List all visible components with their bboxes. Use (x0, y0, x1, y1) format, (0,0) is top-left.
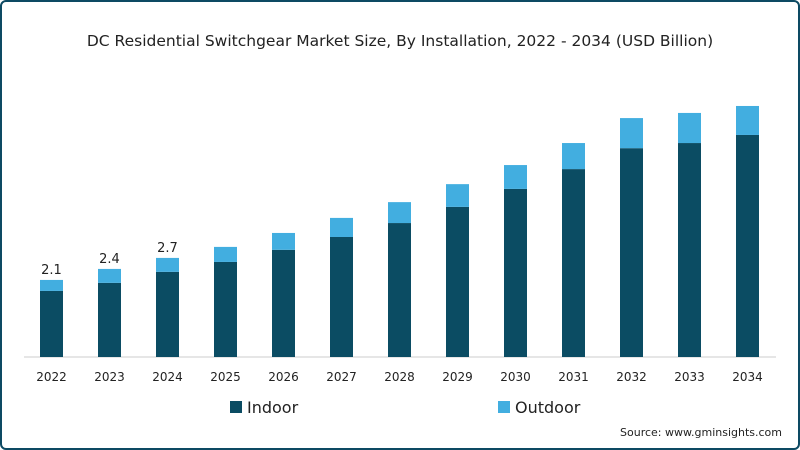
bar-indoor-2024 (156, 271, 179, 357)
legend-swatch-outdoor (498, 401, 510, 413)
bar-indoor-2033 (678, 143, 701, 357)
x-tick-2029: 2029 (442, 370, 473, 384)
legend-label-outdoor: Outdoor (515, 398, 581, 417)
x-tick-2024: 2024 (152, 370, 183, 384)
bar-outdoor-2030 (504, 165, 527, 189)
data-label-2024: 2.7 (157, 241, 178, 256)
bar-outdoor-2025 (214, 246, 237, 262)
chart-title: DC Residential Switchgear Market Size, B… (86, 32, 714, 50)
bar-indoor-2029 (446, 206, 469, 357)
bar-outdoor-2022 (40, 279, 63, 291)
bar-indoor-2026 (272, 249, 295, 357)
source-note: Source: www.gminsights.com (620, 426, 782, 439)
x-tick-2032: 2032 (616, 370, 647, 384)
bar-indoor-2031 (562, 169, 585, 357)
x-tick-2034: 2034 (732, 370, 763, 384)
legend-label-indoor: Indoor (247, 398, 299, 417)
x-tick-2022: 2022 (36, 370, 67, 384)
bar-outdoor-2029 (446, 184, 469, 207)
bar-outdoor-2026 (272, 232, 295, 250)
legend-swatch-indoor (230, 401, 242, 413)
bar-outdoor-2032 (620, 118, 643, 149)
x-tick-2026: 2026 (268, 370, 299, 384)
bar-indoor-2023 (98, 282, 121, 357)
bar-indoor-2022 (40, 290, 63, 357)
bar-outdoor-2031 (562, 143, 585, 170)
x-tick-2028: 2028 (384, 370, 415, 384)
bar-outdoor-2034 (736, 105, 759, 135)
bar-outdoor-2033 (678, 112, 701, 144)
bar-outdoor-2024 (156, 257, 179, 272)
bar-indoor-2025 (214, 261, 237, 357)
bar-outdoor-2023 (98, 268, 121, 283)
x-tick-2023: 2023 (94, 370, 125, 384)
bar-indoor-2030 (504, 188, 527, 357)
bar-indoor-2028 (388, 223, 411, 357)
data-label-2022: 2.1 (41, 263, 62, 278)
x-tick-2033: 2033 (674, 370, 705, 384)
data-label-2023: 2.4 (99, 252, 120, 267)
x-tick-2025: 2025 (210, 370, 241, 384)
bar-indoor-2034 (736, 134, 759, 357)
bar-outdoor-2027 (330, 217, 353, 237)
x-tick-2027: 2027 (326, 370, 357, 384)
bar-outdoor-2028 (388, 202, 411, 224)
x-tick-2030: 2030 (500, 370, 531, 384)
x-tick-2031: 2031 (558, 370, 589, 384)
bar-indoor-2027 (330, 236, 353, 357)
bar-indoor-2032 (620, 148, 643, 357)
